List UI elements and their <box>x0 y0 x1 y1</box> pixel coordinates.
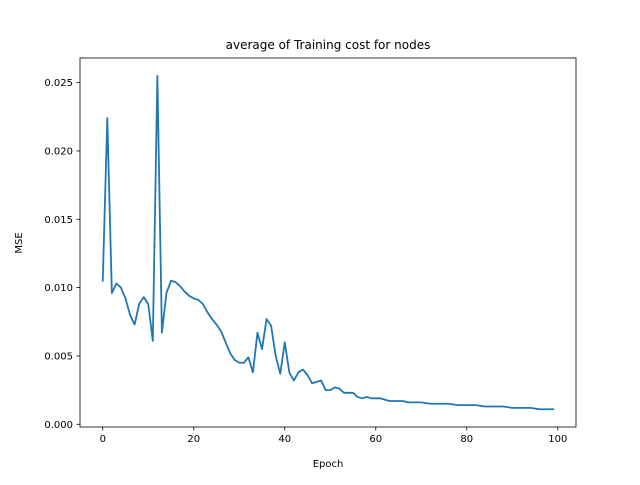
y-tick-label: 0.015 <box>44 215 73 226</box>
x-tick-label: 40 <box>278 434 291 445</box>
x-tick-label: 20 <box>187 434 200 445</box>
y-tick-label: 0.025 <box>44 78 73 89</box>
y-tick-label: 0.020 <box>44 146 73 157</box>
y-tick-label: 0.010 <box>44 283 73 294</box>
y-tick-label: 0.005 <box>44 351 73 362</box>
y-tick-label: 0.000 <box>44 420 73 431</box>
chart-title: average of Training cost for nodes <box>226 38 431 52</box>
x-tick-label: 100 <box>548 434 567 445</box>
x-axis-label: Epoch <box>313 459 344 470</box>
x-tick-label: 0 <box>100 434 106 445</box>
x-tick-label: 60 <box>369 434 382 445</box>
x-tick-label: 80 <box>460 434 473 445</box>
y-axis-label: MSE <box>14 232 25 253</box>
